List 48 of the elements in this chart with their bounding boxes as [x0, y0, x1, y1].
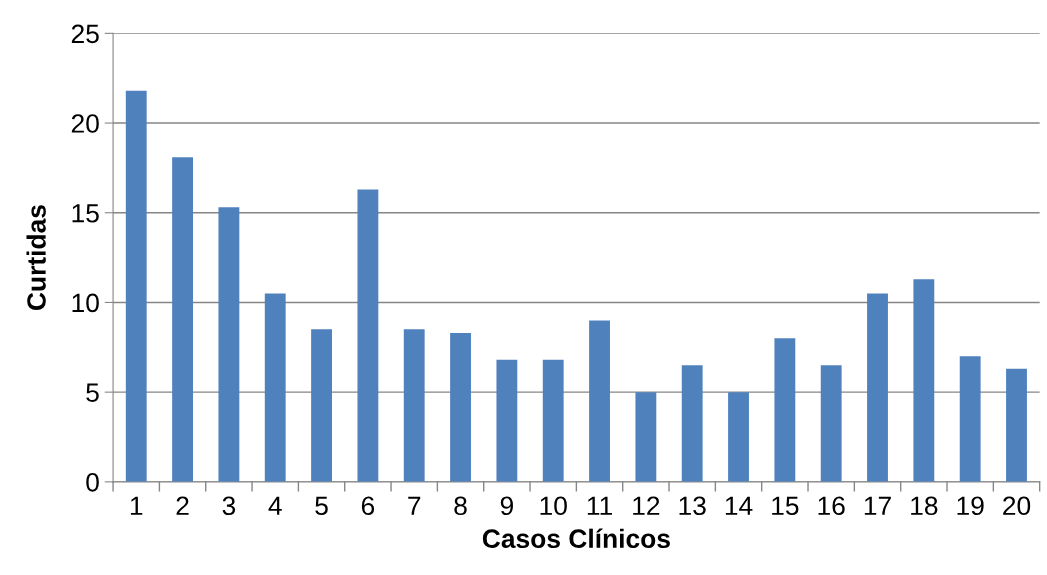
bar	[959, 356, 981, 482]
bar	[403, 329, 425, 482]
x-axis-title: Casos Clínicos	[482, 528, 670, 549]
bar	[681, 365, 703, 482]
x-tick-label: 10	[540, 496, 567, 516]
x-tick-label: 11	[587, 496, 612, 515]
x-tick-label: 6	[361, 496, 375, 516]
bar	[450, 332, 471, 482]
y-tick-label: 10	[72, 293, 99, 313]
bar	[542, 359, 564, 482]
y-tick-label: 5	[86, 383, 99, 402]
bar	[218, 207, 240, 482]
y-tick-label: 0	[86, 472, 99, 492]
x-tick-label: 8	[454, 496, 467, 516]
bar	[635, 392, 657, 482]
y-tick-label: 15	[72, 204, 99, 223]
bar	[913, 279, 935, 482]
bar	[820, 365, 842, 482]
x-tick-label: 9	[500, 496, 513, 516]
bar	[774, 338, 796, 482]
x-tick-label: 15	[772, 496, 799, 516]
x-tick-label: 13	[679, 496, 706, 516]
bar	[264, 293, 286, 482]
bar	[867, 293, 888, 482]
bar	[357, 189, 379, 482]
x-tick-label: 4	[268, 496, 282, 515]
bar	[496, 359, 518, 482]
y-tick-label: 25	[71, 24, 99, 44]
x-tick-label: 20	[1003, 496, 1031, 516]
x-tick-label: 1	[130, 496, 143, 515]
y-axis-title: Curtidas	[26, 205, 46, 311]
x-tick-label: 12	[633, 496, 660, 515]
x-tick-label: 16	[818, 496, 845, 516]
bar	[589, 320, 610, 482]
x-tick-label: 5	[315, 496, 328, 516]
bar	[1006, 368, 1027, 482]
y-tick-label: 20	[71, 114, 99, 133]
bar	[172, 157, 193, 482]
x-tick-label: 18	[911, 496, 938, 516]
x-tick-label: 2	[176, 496, 189, 515]
bar	[728, 392, 749, 482]
bar	[311, 329, 332, 482]
x-tick-label: 7	[408, 496, 421, 515]
x-tick-label: 3	[222, 496, 236, 516]
x-tick-label: 19	[957, 496, 984, 516]
x-tick-label: 17	[864, 496, 891, 515]
x-tick-label: 14	[725, 496, 753, 515]
bar	[125, 90, 147, 482]
